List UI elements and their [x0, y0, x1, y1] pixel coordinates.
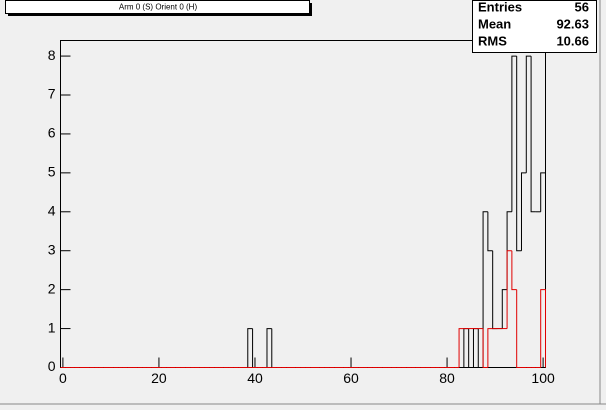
y-tick-label: 8 — [48, 47, 56, 63]
histogram-bin — [468, 328, 474, 368]
histogram-bin — [247, 328, 253, 368]
x-tick-label: 40 — [247, 370, 263, 386]
stat-label: Entries — [478, 0, 522, 14]
stat-value: 56 — [575, 0, 589, 14]
histogram-series — [60, 250, 546, 368]
y-tick-label: 1 — [48, 319, 56, 335]
histogram-bin — [540, 172, 546, 368]
histogram-bin — [516, 289, 522, 368]
x-tick-label: 80 — [439, 370, 455, 386]
y-tick-label: 3 — [48, 241, 56, 257]
histogram-bin — [266, 328, 272, 368]
plot-frame — [60, 40, 546, 368]
histogram-bin — [477, 328, 484, 368]
histogram-bin — [525, 55, 532, 173]
stat-label: RMS — [478, 33, 507, 48]
x-tick-label: 0 — [59, 370, 67, 386]
histogram-bin — [530, 56, 536, 213]
histogram-bin — [511, 55, 517, 212]
histogram-bin — [487, 328, 493, 368]
y-tick-label: 5 — [48, 164, 56, 180]
histogram-bin — [540, 289, 546, 368]
stat-label: Mean — [478, 16, 511, 31]
histogram-bin — [516, 56, 522, 252]
y-tick-label: 4 — [48, 202, 56, 218]
histogram-bin — [487, 211, 493, 252]
histogram-bin — [458, 328, 464, 368]
y-tick-label: 7 — [48, 86, 56, 102]
x-tick-label: 20 — [151, 370, 167, 386]
histogram-bin — [506, 250, 512, 329]
stats-box — [472, 0, 597, 53]
y-tick-label: 0 — [48, 358, 56, 374]
histogram-bin — [501, 289, 508, 329]
y-tick-label: 6 — [48, 125, 56, 141]
histogram-bin — [511, 250, 517, 291]
stat-value: 92.63 — [556, 16, 589, 31]
stats-rows: Entries 56 Mean 92.63 RMS 10.66 — [478, 0, 589, 48]
title-box — [5, 0, 310, 14]
x-tick-label: 100 — [531, 370, 555, 386]
x-tick-label: 60 — [343, 370, 359, 386]
histogram-bin — [520, 172, 527, 251]
histogram-bin — [482, 328, 488, 368]
histogram-bin — [482, 211, 488, 368]
y-tick-label: 2 — [48, 280, 56, 296]
stat-value: 10.66 — [556, 33, 589, 48]
chart-title: Arm 0 (S) Orient 0 (H) — [119, 3, 198, 12]
